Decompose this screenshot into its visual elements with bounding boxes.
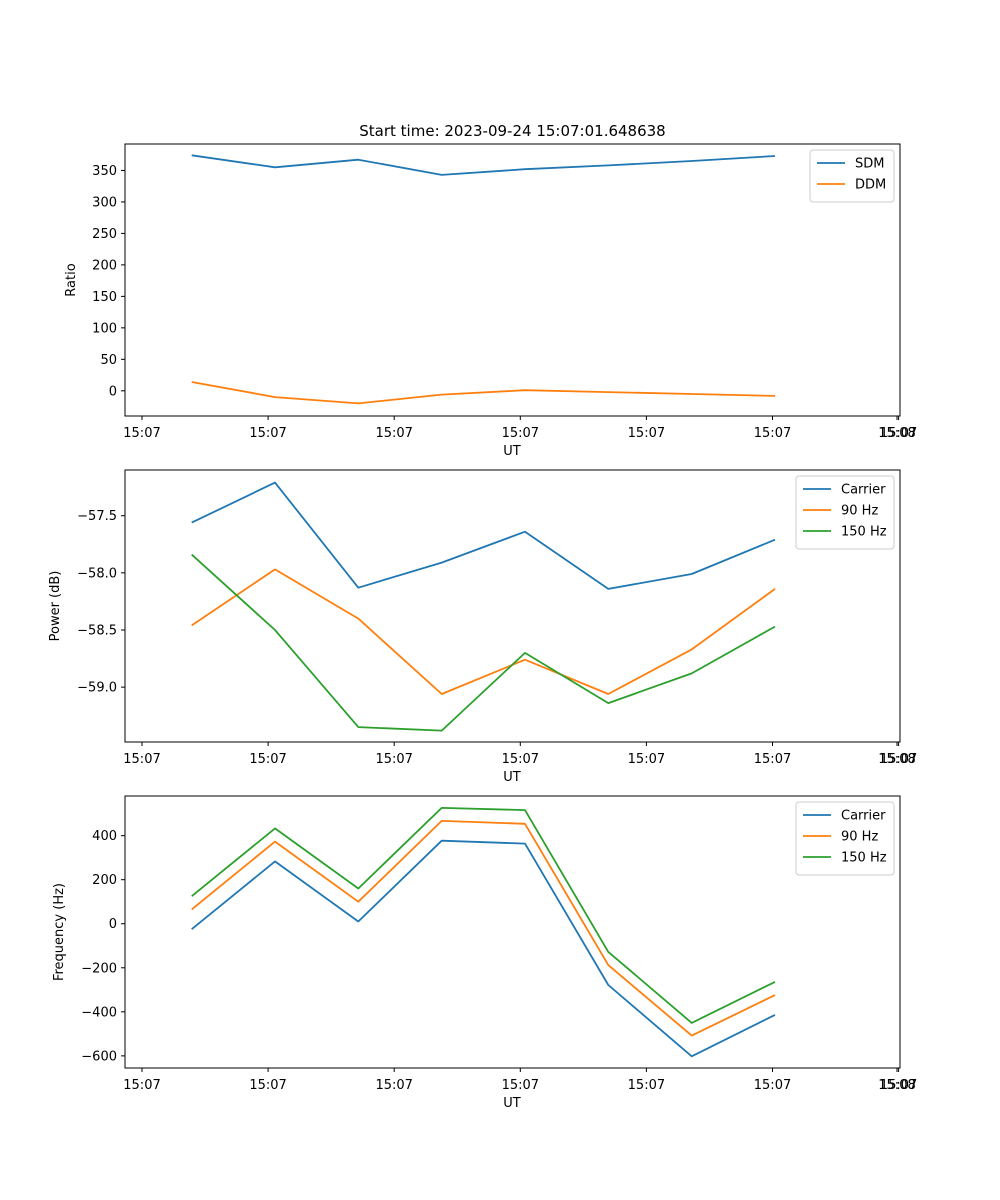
legend-label: 150 Hz [841, 525, 887, 540]
y-tick-label: 200 [92, 873, 117, 888]
y-tick-label: 150 [92, 290, 117, 305]
x-axis-label: UT [503, 1096, 521, 1111]
x-tick-label: 15:07 [880, 752, 917, 767]
x-tick-label: 15:07 [123, 752, 160, 767]
y-axis-label: Ratio [64, 263, 79, 296]
x-tick-label: 15:07 [123, 426, 160, 441]
x-tick-label: 15:07 [249, 752, 286, 767]
series-line-ddm [191, 381, 776, 405]
series-line-sdm [191, 154, 776, 176]
ratio-panel: 15:07 15:07 15:07 15:07 15:07 15:07 15:0715:08… [64, 143, 917, 459]
x-tick-label: 15:07 [754, 426, 791, 441]
x-axis-label: UT [503, 444, 521, 459]
y-tick-label: 0 [109, 917, 117, 932]
y-tick-label: −400 [81, 1005, 117, 1020]
x-tick-label: 15:08 [878, 752, 915, 767]
x-tick-label: 15:07 [249, 426, 286, 441]
y-tick-label: 200 [92, 258, 117, 273]
x-tick-label: 15:07 [375, 1078, 412, 1093]
x-tick-label: 15:07 [754, 1078, 791, 1093]
x-tick-label: 15:07 [249, 1078, 286, 1093]
series-line-150-hz [191, 807, 776, 1024]
legend-label: Carrier [841, 809, 886, 824]
series-line-90-hz [191, 820, 776, 1037]
y-tick-label: −58.5 [77, 624, 117, 639]
axes-frame [124, 143, 901, 417]
y-tick-label: −58.0 [77, 566, 117, 581]
legend-label: 90 Hz [841, 830, 878, 845]
y-tick-label: −57.5 [77, 509, 117, 524]
x-tick-label: 15:07 [628, 1078, 665, 1093]
x-tick-label: 15:07 [880, 426, 917, 441]
axes-frame [124, 469, 901, 743]
x-tick-label: 15:08 [878, 426, 915, 441]
axes-frame [124, 795, 901, 1069]
x-tick-label: 15:07 [375, 752, 412, 767]
frequency-panel: 15:07 15:07 15:07 15:07 15:07 15:07 15:0715:08… [52, 795, 917, 1111]
x-tick-label: 15:07 [375, 426, 412, 441]
y-axis-label: Frequency (Hz) [52, 883, 67, 981]
y-tick-label: 400 [92, 829, 117, 844]
series-line-150-hz [191, 553, 776, 732]
x-tick-label: 15:07 [628, 426, 665, 441]
legend-label: DDM [855, 178, 886, 193]
x-tick-label: 15:07 [123, 1078, 160, 1093]
x-tick-label: 15:07 [880, 1078, 917, 1093]
legend-label: SDM [855, 157, 884, 172]
y-tick-label: 50 [100, 353, 117, 368]
x-tick-label: 15:07 [502, 1078, 539, 1093]
x-tick-label: 15:07 [502, 752, 539, 767]
legend-label: 90 Hz [841, 504, 878, 519]
y-axis-label: Power (dB) [48, 571, 63, 642]
legend-label: Carrier [841, 483, 886, 498]
y-tick-label: −600 [81, 1049, 117, 1064]
legend: Carrier 90 Hz 150 Hz [795, 475, 895, 550]
y-tick-label: 300 [92, 195, 117, 210]
x-tick-label: 15:08 [878, 1078, 915, 1093]
y-tick-label: −59.0 [77, 681, 117, 696]
figure-title: Start time: 2023-09-24 15:07:01.648638 [359, 122, 665, 140]
legend: Carrier 90 Hz 150 Hz [795, 801, 895, 876]
y-tick-label: 0 [109, 384, 117, 399]
legend-label: 150 Hz [841, 851, 887, 866]
x-axis-label: UT [503, 770, 521, 785]
y-tick-label: 250 [92, 227, 117, 242]
y-tick-label: 100 [92, 321, 117, 336]
x-tick-label: 15:07 [502, 426, 539, 441]
power-panel: 15:07 15:07 15:07 15:07 15:07 15:07 15:0715:08… [48, 469, 917, 785]
x-tick-label: 15:07 [628, 752, 665, 767]
y-tick-label: −200 [81, 961, 117, 976]
x-tick-label: 15:07 [754, 752, 791, 767]
y-tick-label: 350 [92, 164, 117, 179]
legend: SDM DDM [809, 149, 895, 203]
series-line-carrier [191, 481, 776, 590]
series-line-90-hz [191, 568, 776, 695]
series-line-carrier [191, 839, 776, 1058]
